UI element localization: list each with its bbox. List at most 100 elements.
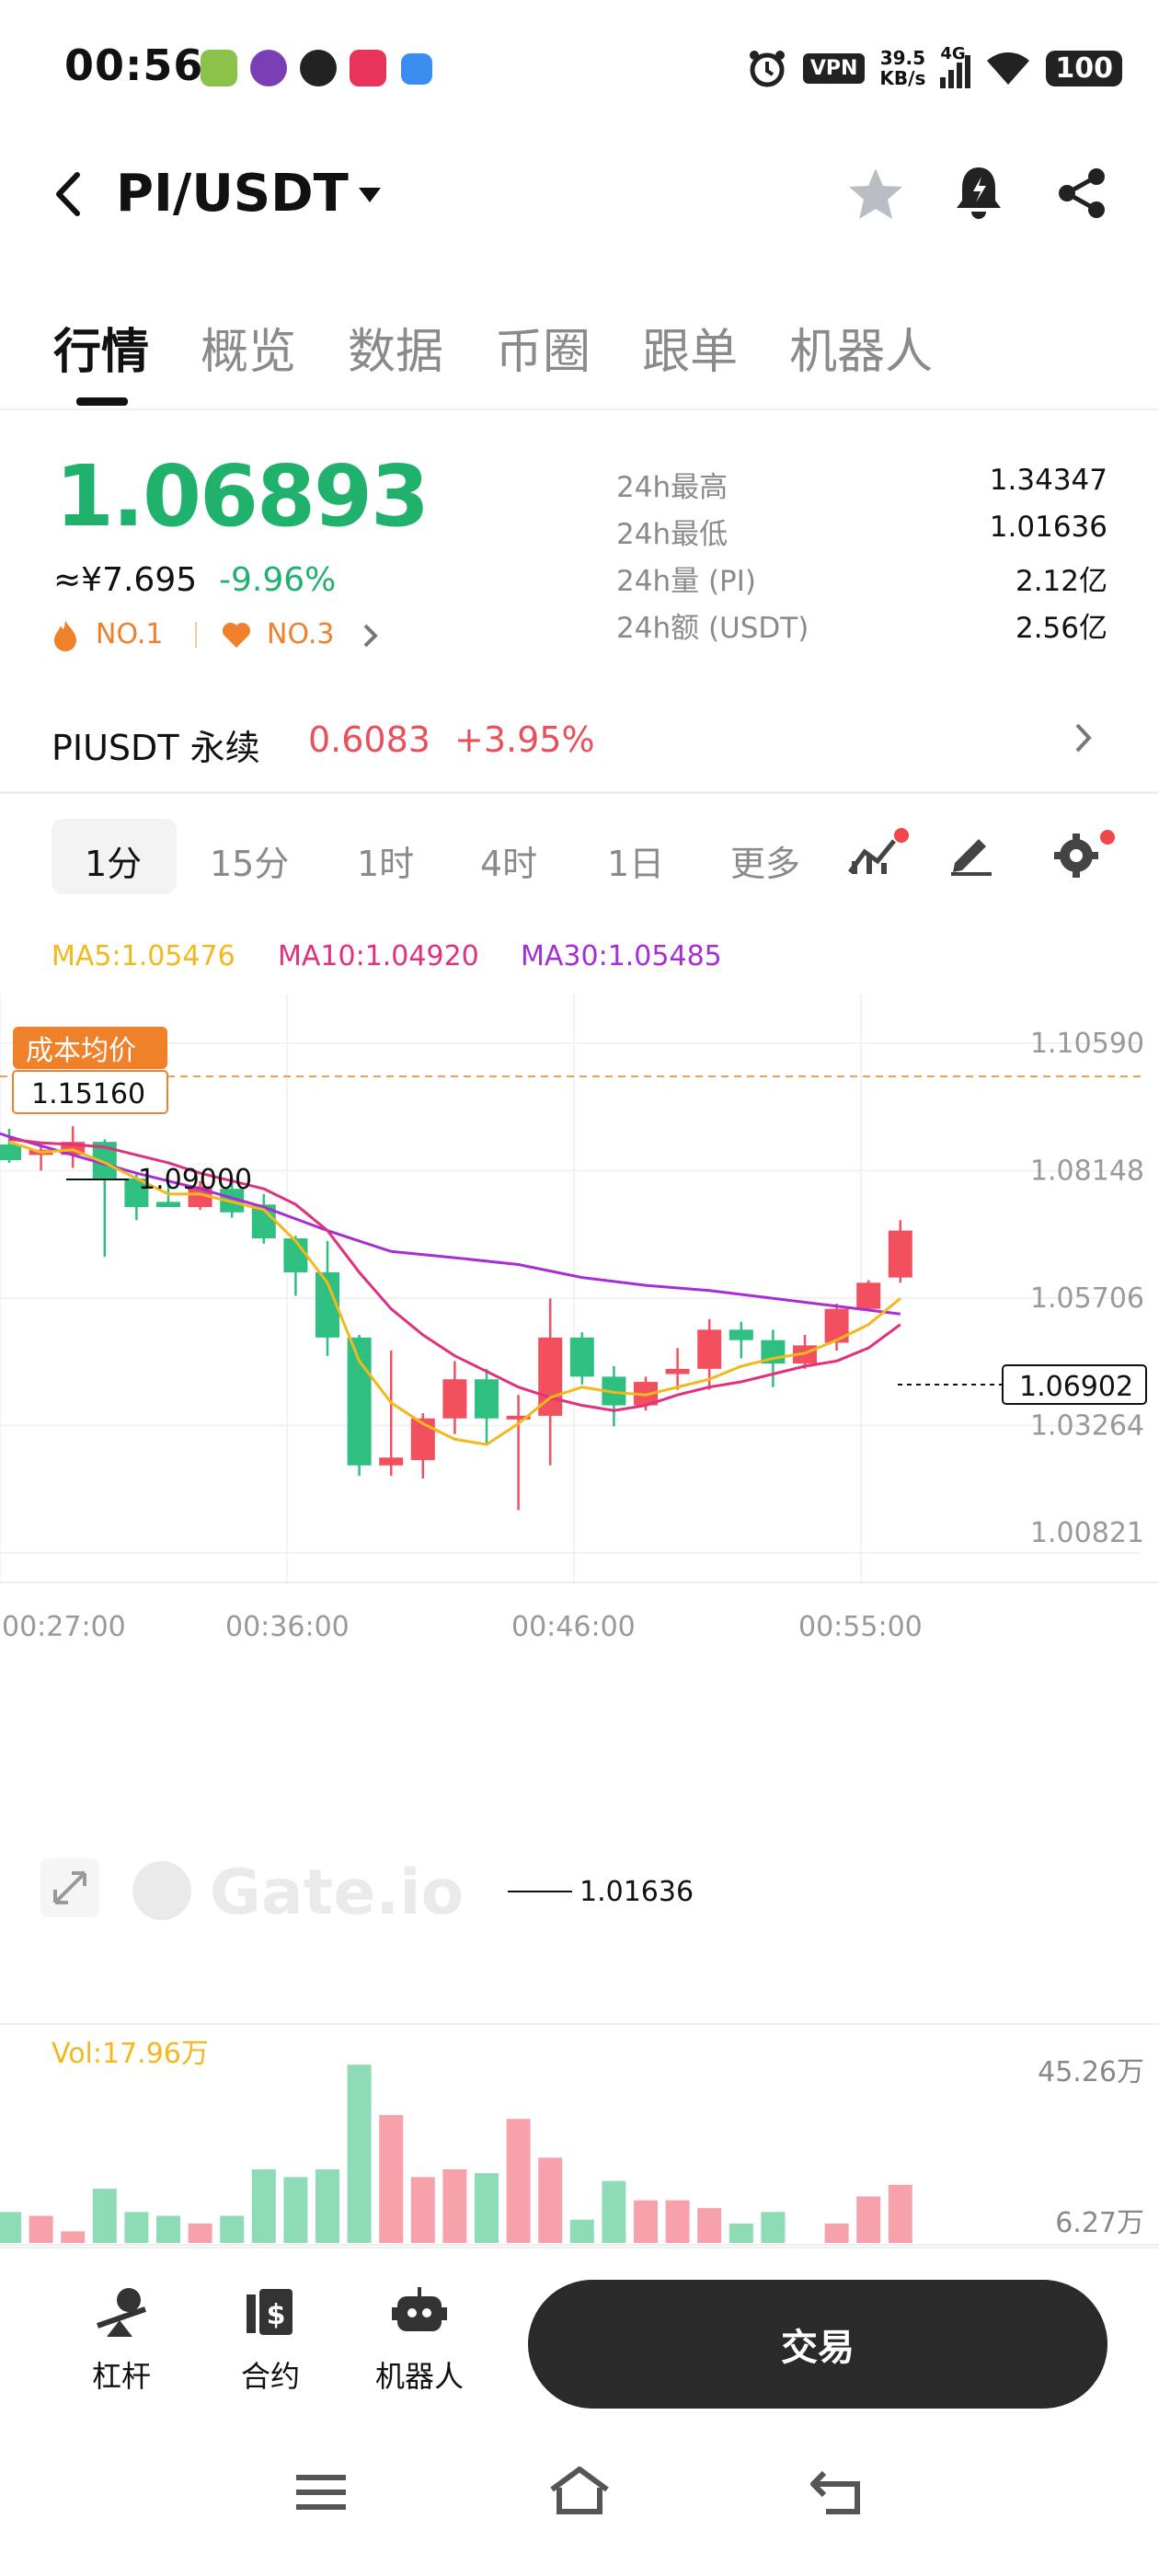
rank-badge-1[interactable]: NO.1: [96, 618, 164, 650]
robot-button[interactable]: 机器人: [364, 2285, 475, 2396]
candle-body: [569, 1337, 594, 1377]
volume-bar: [316, 2168, 339, 2243]
x-tick-label: 00:46:00: [511, 1611, 636, 1643]
svg-text:$: $: [267, 2299, 286, 2331]
stat-value: 2.56亿: [1015, 612, 1107, 645]
volume-bar: [156, 2215, 180, 2243]
perpetual-price: 0.6083: [308, 719, 430, 760]
divider: [0, 791, 1159, 794]
ma10-legend: MA10:1.04920: [278, 940, 479, 972]
watermark-text: Gate.io: [210, 1857, 464, 1929]
candles: [0, 1126, 912, 1511]
settings-gear-icon[interactable]: [1050, 828, 1115, 880]
volume-bars: [0, 2064, 912, 2243]
home-icon[interactable]: [546, 2464, 613, 2519]
system-nav-bar: [0, 2429, 1159, 2576]
tab-data[interactable]: 数据: [348, 325, 444, 380]
share-icon[interactable]: [1054, 166, 1109, 221]
candle-body: [442, 1379, 467, 1419]
candle-body: [347, 1337, 372, 1466]
tab-copy-trading[interactable]: 跟单: [642, 325, 739, 380]
cost-label: 成本均价: [26, 1035, 136, 1067]
expand-icon[interactable]: [40, 1858, 99, 1917]
volume-bar: [856, 2196, 881, 2243]
volume-bar: [602, 2180, 626, 2243]
menu-icon[interactable]: [293, 2469, 350, 2515]
interval-15m[interactable]: 15分: [210, 844, 290, 884]
chart-grid: [0, 994, 1159, 2246]
active-tab-indicator: [76, 397, 128, 406]
draw-pencil-icon[interactable]: [947, 830, 995, 876]
battery-indicator: 100: [1046, 50, 1122, 86]
x-tick-label: 00:27:00: [2, 1611, 126, 1643]
volume-bar: [61, 2231, 86, 2243]
cost-value-bg: [12, 1070, 168, 1114]
divider: [0, 2247, 1159, 2248]
stat-label: 24h最高: [616, 471, 729, 504]
bell-icon[interactable]: [951, 164, 1006, 221]
interval-1h[interactable]: 1时: [357, 844, 415, 884]
volume-bar: [124, 2212, 149, 2243]
candle-body: [283, 1238, 308, 1272]
cost-label-bg: [13, 1027, 167, 1069]
leverage-button[interactable]: 杠杆: [66, 2285, 177, 2396]
ma-lines: [0, 1132, 901, 1446]
candle-body: [379, 1457, 404, 1466]
volume-bar: [0, 2212, 21, 2243]
fire-icon: [54, 620, 76, 651]
interval-4h[interactable]: 4时: [480, 844, 538, 884]
tab-overview[interactable]: 概览: [201, 325, 297, 380]
trade-button[interactable]: 交易: [528, 2280, 1107, 2409]
tab-community[interactable]: 币圈: [495, 325, 591, 380]
annotations: 成本均价 1.15160 1.09000 1.01636 1.06902: [0, 1027, 1147, 1908]
interval-more[interactable]: 更多: [730, 844, 801, 884]
status-bar: 00:56 VPN 39.5 KB/s 4G 100: [0, 0, 1159, 138]
divider: [195, 622, 197, 648]
status-indicators: VPN 39.5 KB/s 4G 100: [746, 42, 1122, 94]
heart-icon: [222, 622, 251, 648]
y-axis: 1.10590 1.08148 1.05706 1.03264 1.00821: [1030, 1028, 1144, 1549]
volume-bar: [761, 2212, 786, 2243]
candle-body: [729, 1329, 753, 1340]
last-price-bg: [1002, 1364, 1147, 1405]
pair-title[interactable]: PI/USDT: [116, 164, 349, 224]
perpetual-row[interactable]: PIUSDT 永续 0.6083 +3.95%: [0, 692, 1159, 788]
chevron-left-icon[interactable]: [52, 171, 85, 217]
ma10-line: [8, 1137, 901, 1412]
ma5-line: [8, 1140, 901, 1446]
tab-market[interactable]: 行情: [53, 325, 150, 380]
volume-bar: [475, 2173, 499, 2243]
indicator-icon[interactable]: [846, 828, 911, 880]
volume-bar: [251, 2168, 276, 2243]
contract-icon: $: [247, 2289, 293, 2335]
app-notification-icon: [201, 50, 237, 86]
x-tick-label: 00:36:00: [225, 1611, 350, 1643]
y-tick-label: 1.10590: [1030, 1028, 1144, 1060]
tab-bots[interactable]: 机器人: [789, 325, 934, 380]
contract-label: 合约: [240, 2359, 300, 2394]
interval-active-bg: [52, 819, 177, 894]
alarm-icon: [749, 51, 785, 87]
perpetual-name: PIUSDT 永续: [52, 728, 260, 768]
volume-bar: [665, 2200, 690, 2243]
caret-down-icon[interactable]: [357, 186, 383, 204]
y-tick-label: 1.03264: [1030, 1410, 1144, 1443]
interval-1m[interactable]: 1分: [85, 844, 143, 884]
back-nav-icon[interactable]: [808, 2466, 866, 2519]
x-tick-label: 00:55:00: [798, 1611, 923, 1643]
wifi-icon: [987, 52, 1030, 85]
app-notification-icon: [300, 50, 337, 86]
chevron-right-icon[interactable]: [361, 622, 381, 650]
interval-1d[interactable]: 1日: [607, 844, 665, 884]
candle-body: [856, 1282, 881, 1309]
rank-badge-2[interactable]: NO.3: [267, 618, 335, 650]
chevron-right-icon: [1075, 723, 1092, 753]
app-notification-icon: [250, 50, 287, 86]
stat-value: 1.34347: [989, 464, 1107, 497]
volume-bar: [888, 2184, 912, 2243]
contract-button[interactable]: $ 合约: [215, 2285, 326, 2396]
kline-chart[interactable]: Gate.io 1.10590 1.08148 1.05706 1.03264 1.00…: [0, 994, 1159, 2254]
candle-body: [824, 1308, 849, 1343]
star-icon[interactable]: [846, 166, 905, 223]
volume-bar: [410, 2177, 435, 2243]
